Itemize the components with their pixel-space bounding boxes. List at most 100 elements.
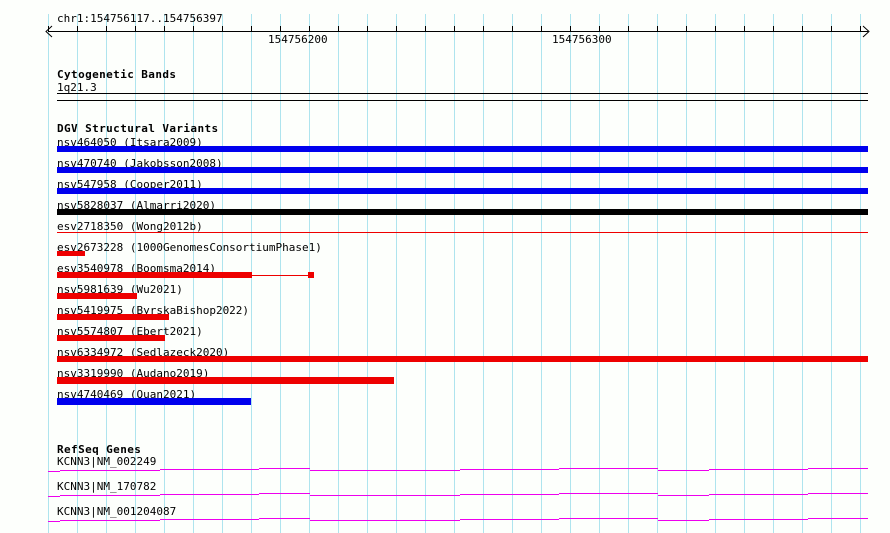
dgv-track-label-nsv6334972[interactable]: nsv6334972 (Sedlazeck2020) — [57, 346, 230, 359]
refseq-intron-segment — [460, 519, 559, 520]
gridline-11 — [367, 14, 368, 533]
dgv-track-label-nsv547958[interactable]: nsv547958 (Cooper2011) — [57, 178, 203, 191]
dgv-feature-bar-nsv6334972[interactable] — [57, 356, 868, 362]
region-coordinate-label: chr1:154756117..154756397 — [57, 12, 223, 25]
refseq-exon-segment[interactable] — [48, 471, 60, 472]
dgv-track-label-nsv5981639[interactable]: nsv5981639 (Wu2021) — [57, 283, 183, 296]
dgv-feature-bar-nsv547958[interactable] — [57, 188, 868, 194]
ruler-tick-12 — [396, 26, 397, 32]
refseq-exon-segment[interactable] — [60, 495, 160, 496]
left-arrow-icon — [45, 25, 53, 38]
refseq-track-label-KCNN3|NM_002249[interactable]: KCNN3|NM_002249 — [57, 455, 157, 468]
ruler-tick-label-0: 154756200 — [268, 33, 328, 46]
dgv-track-label-nsv3319990[interactable]: nsv3319990 (Audano2019) — [57, 367, 210, 380]
refseq-exon-segment[interactable] — [409, 520, 460, 521]
ruler-tick-19 — [599, 26, 600, 32]
gridline-15 — [483, 14, 484, 533]
dgv-track-label-esv2718350[interactable]: esv2718350 (Wong2012b) — [57, 220, 203, 233]
gridline-24 — [744, 14, 745, 533]
dgv-feature-bar-esv2673228[interactable] — [57, 251, 85, 256]
dgv-feature-bar-nsv5828037[interactable] — [57, 209, 868, 215]
cytoband-rule-top — [57, 93, 868, 94]
ruler-tick-9 — [309, 26, 310, 32]
ruler-tick-24 — [744, 26, 745, 32]
refseq-exon-segment[interactable] — [60, 520, 160, 521]
refseq-exon-segment[interactable] — [259, 518, 310, 519]
dgv-feature-bar-nsv5419975[interactable] — [57, 314, 169, 320]
refseq-exon-segment[interactable] — [160, 469, 259, 470]
ruler-tick-10 — [338, 26, 339, 32]
gridline-19 — [599, 14, 600, 533]
refseq-exon-segment[interactable] — [160, 519, 259, 520]
gridline-22 — [686, 14, 687, 533]
ruler-tick-5 — [193, 26, 194, 32]
refseq-exon-segment[interactable] — [409, 470, 460, 471]
refseq-exon-segment[interactable] — [310, 520, 409, 521]
gridline-18 — [570, 14, 571, 533]
section-title-refseq-genes: RefSeq Genes — [57, 443, 142, 456]
ruler-tick-22 — [686, 26, 687, 32]
cytoband-label[interactable]: 1q21.3 — [57, 81, 97, 94]
dgv-feature-bar-esv2718350[interactable] — [57, 232, 868, 233]
refseq-exon-segment[interactable] — [409, 495, 460, 496]
refseq-exon-segment[interactable] — [310, 470, 409, 471]
dgv-feature-bar-nsv470740[interactable] — [57, 167, 868, 173]
refseq-exon-segment[interactable] — [48, 521, 60, 522]
refseq-exon-segment[interactable] — [60, 470, 160, 471]
dgv-feature-bar-esv3540978[interactable] — [57, 272, 252, 278]
dgv-feature-bar-nsv3319990[interactable] — [57, 377, 394, 384]
dgv-track-label-nsv4740469[interactable]: nsv4740469 (Quan2021) — [57, 388, 197, 401]
gridline-25 — [773, 14, 774, 533]
refseq-intron-segment — [460, 469, 559, 470]
ruler-tick-16 — [512, 26, 513, 32]
ruler-axis — [48, 31, 868, 32]
gridline-26 — [802, 14, 803, 533]
dgv-feature-bar-nsv464050[interactable] — [57, 146, 868, 152]
ruler-tick-1 — [77, 26, 78, 32]
refseq-exon-segment[interactable] — [310, 495, 409, 496]
refseq-track-label-KCNN3|NM_170782[interactable]: KCNN3|NM_170782 — [57, 480, 157, 493]
ruler-tick-20 — [628, 26, 629, 32]
dgv-track-label-nsv470740[interactable]: nsv470740 (Jakobsson2008) — [57, 157, 223, 170]
dgv-feature-tail-esv3540978[interactable] — [308, 272, 314, 278]
ruler-tick-25 — [773, 26, 774, 32]
dgv-track-label-esv2673228[interactable]: esv2673228 (1000GenomesConsortiumPhase1) — [57, 241, 322, 254]
refseq-exon-segment[interactable] — [259, 493, 310, 494]
dgv-feature-connector-esv3540978 — [252, 275, 309, 276]
dgv-feature-bar-nsv5981639[interactable] — [57, 293, 137, 299]
refseq-intron-segment — [808, 518, 868, 519]
dgv-feature-bar-nsv4740469[interactable] — [57, 398, 251, 405]
section-title-dgv-structural-variants: DGV Structural Variants — [57, 122, 219, 135]
gridline-8 — [280, 14, 281, 533]
gridline-16 — [512, 14, 513, 533]
ruler-tick-26 — [802, 26, 803, 32]
ruler-tick-11 — [367, 26, 368, 32]
refseq-intron-segment — [709, 469, 808, 470]
refseq-track-label-KCNN3|NM_001204087[interactable]: KCNN3|NM_001204087 — [57, 505, 177, 518]
refseq-exon-segment[interactable] — [259, 468, 310, 469]
gridline-0 — [48, 14, 49, 533]
refseq-exon-segment[interactable] — [160, 494, 259, 495]
dgv-track-label-nsv5828037[interactable]: nsv5828037 (Almarri2020) — [57, 199, 216, 212]
refseq-intron-segment — [559, 493, 658, 494]
ruler-tick-13 — [425, 26, 426, 32]
ruler-tick-15 — [483, 26, 484, 32]
ruler-tick-3 — [135, 26, 136, 32]
dgv-track-label-nsv464050[interactable]: nsv464050 (Itsara2009) — [57, 136, 203, 149]
ruler-tick-6 — [222, 26, 223, 32]
refseq-intron-segment — [460, 494, 559, 495]
section-title-cytogenetic-bands: Cytogenetic Bands — [57, 68, 177, 81]
ruler-tick-23 — [715, 26, 716, 32]
dgv-track-label-esv3540978[interactable]: esv3540978 (Boomsma2014) — [57, 262, 216, 275]
dgv-track-label-nsv5574807[interactable]: nsv5574807 (Ebert2021) — [57, 325, 203, 338]
right-arrow-icon — [862, 25, 870, 38]
refseq-intron-segment — [709, 494, 808, 495]
refseq-intron-segment — [658, 495, 709, 496]
ruler-tick-4 — [164, 26, 165, 32]
gridline-17 — [541, 14, 542, 533]
gridline-13 — [425, 14, 426, 533]
refseq-exon-segment[interactable] — [48, 496, 60, 497]
gridline-14 — [454, 14, 455, 533]
dgv-feature-bar-nsv5574807[interactable] — [57, 335, 165, 341]
dgv-track-label-nsv5419975[interactable]: nsv5419975 (ByrskaBishop2022) — [57, 304, 250, 317]
